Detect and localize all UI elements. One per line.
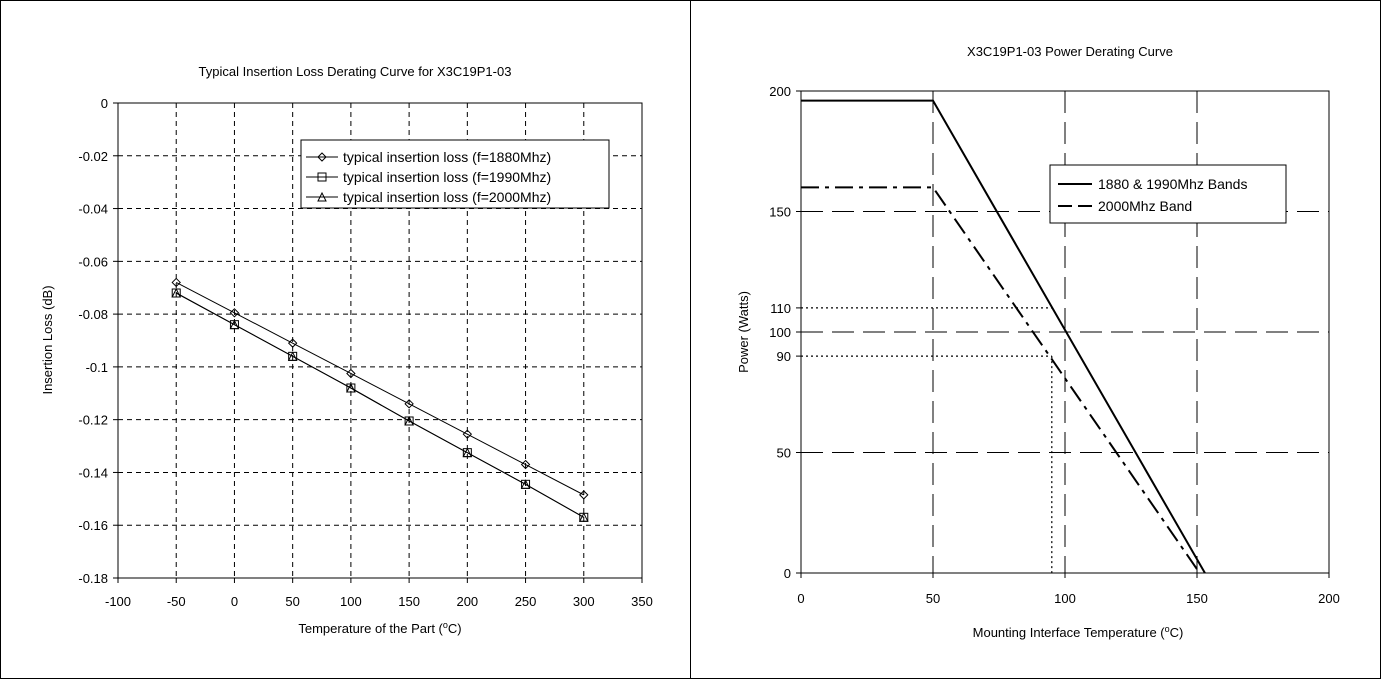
chart2-legend: 1880 & 1990Mhz Bands 2000Mhz Band xyxy=(1049,164,1287,224)
chart1-tick-labels: -100 -50 0 50 100 150 200 250 300 350 0 -0.02 -0.04 -… xyxy=(78,96,652,609)
chart2-series-line-2 xyxy=(801,186,1201,574)
chart1-x-tick-label: 300 xyxy=(573,594,595,609)
chart1-point-diamond xyxy=(462,429,473,439)
insertion-loss-chart: Typical Insertion Loss Derating Curve fo… xyxy=(40,64,653,636)
chart1-y-tick-label: -0.1 xyxy=(86,360,108,375)
chart2-x-axis-label: Mounting Interface Temperature (oC) xyxy=(973,624,1184,640)
chart2-x-tick-label: 100 xyxy=(1054,591,1076,606)
chart1-x-axis-label: Temperature of the Part (oC) xyxy=(298,620,461,636)
chart2-y-tick-label: 50 xyxy=(777,446,791,461)
chart2-series-line-1 xyxy=(801,99,1206,574)
chart2-y-tick-label: 90 xyxy=(777,349,791,364)
chart1-y-tick-label: -0.14 xyxy=(78,465,108,480)
chart1-point-diamond xyxy=(404,399,414,409)
chart2-title: X3C19P1-03 Power Derating Curve xyxy=(967,44,1173,59)
chart1-series-line-1 xyxy=(175,282,585,496)
chart1-point-triangle xyxy=(171,287,182,298)
chart1-point-diamond xyxy=(520,459,531,470)
chart2-x-tick-label: 50 xyxy=(926,591,940,606)
chart1-point-triangle xyxy=(578,512,589,522)
chart2-y-tick-label: 110 xyxy=(770,301,791,316)
chart1-point-triangle xyxy=(229,319,240,330)
chart2-x-tick-label: 200 xyxy=(1318,591,1340,606)
chart1-legend-marker-diamond xyxy=(317,152,327,162)
chart1-point-diamond xyxy=(171,277,181,288)
chart1-point-diamond xyxy=(346,368,356,379)
chart2-legend-label: 2000Mhz Band xyxy=(1098,198,1192,214)
chart1-point-triangle xyxy=(462,447,473,458)
chart1-x-tick-label: -100 xyxy=(105,594,131,609)
chart1-y-tick-label: -0.08 xyxy=(78,307,108,322)
chart1-y-tick-label: -0.06 xyxy=(78,254,108,269)
chart1-legend-box xyxy=(300,139,610,209)
chart2-legend-box xyxy=(1049,164,1287,224)
chart2-gridlines xyxy=(801,91,1329,573)
chart1-x-tick-label: 250 xyxy=(515,594,537,609)
chart1-point-triangle xyxy=(346,382,356,393)
chart2-legend-label: 1880 & 1990Mhz Bands xyxy=(1098,176,1247,192)
chart1-legend-marker-square xyxy=(317,172,327,182)
chart1-legend-label: typical insertion loss (f=1880Mhz) xyxy=(343,149,551,165)
chart1-y-tick-label: -0.12 xyxy=(78,413,108,428)
chart1-plot-area xyxy=(117,102,643,579)
chart2-series xyxy=(801,99,1206,574)
chart1-legend-label: typical insertion loss (f=1990Mhz) xyxy=(343,169,551,185)
chart1-x-tick-label: -50 xyxy=(167,594,186,609)
chart1-point-triangle xyxy=(404,415,414,426)
chart1-series xyxy=(171,277,589,522)
chart2-y-tick-label: 100 xyxy=(769,325,791,340)
chart1-y-tick-label: -0.04 xyxy=(78,202,108,217)
chart1-y-tick-label: -0.18 xyxy=(78,571,108,586)
chart1-series-line-3 xyxy=(175,292,585,518)
chart1-y-tick-label: 0 xyxy=(101,96,108,111)
chart1-legend-marker-triangle xyxy=(317,191,327,202)
power-derating-chart: X3C19P1-03 Power Derating Curve 0 50 100 15… xyxy=(736,44,1340,640)
chart2-tick-labels: 0 50 100 150 200 0 50 90 100 110 150 200 xyxy=(769,84,1340,606)
chart1-legend-label: typical insertion loss (f=2000Mhz) xyxy=(343,189,551,205)
chart1-legend-entries: typical insertion loss (f=1880Mhz) typica… xyxy=(306,149,551,205)
chart1-point-diamond xyxy=(229,308,240,318)
chart1-x-tick-label: 150 xyxy=(398,594,420,609)
right-panel-border xyxy=(690,0,1381,679)
chart1-y-axis-label: Insertion Loss (dB) xyxy=(40,285,55,394)
chart1-x-tick-label: 50 xyxy=(285,594,299,609)
chart1-x-tick-label: 100 xyxy=(340,594,362,609)
chart2-legend-entries: 1880 & 1990Mhz Bands 2000Mhz Band xyxy=(1058,176,1247,214)
chart2-y-axis-label: Power (Watts) xyxy=(736,291,751,373)
chart1-title: Typical Insertion Loss Derating Curve fo… xyxy=(199,64,512,79)
chart1-point-triangle xyxy=(520,479,531,489)
chart2-x-tick-label: 0 xyxy=(797,591,804,606)
chart1-legend: typical insertion loss (f=1880Mhz) typica… xyxy=(300,139,610,209)
chart1-point-triangle xyxy=(287,351,298,361)
chart1-y-tick-label: -0.02 xyxy=(78,149,108,164)
chart2-y-tick-label: 150 xyxy=(769,205,791,220)
chart1-point-diamond xyxy=(287,338,298,348)
chart2-y-tick-label: 0 xyxy=(784,566,791,581)
chart1-point-diamond xyxy=(579,490,589,500)
chart1-x-tick-label: 200 xyxy=(456,594,478,609)
chart1-x-tick-label: 0 xyxy=(231,594,238,609)
chart2-x-tick-label: 150 xyxy=(1186,591,1208,606)
chart2-reference-lines xyxy=(801,307,1055,573)
chart1-x-tick-label: 350 xyxy=(631,594,653,609)
chart2-y-tick-label: 200 xyxy=(769,84,791,99)
chart1-y-tick-label: -0.16 xyxy=(78,518,108,533)
